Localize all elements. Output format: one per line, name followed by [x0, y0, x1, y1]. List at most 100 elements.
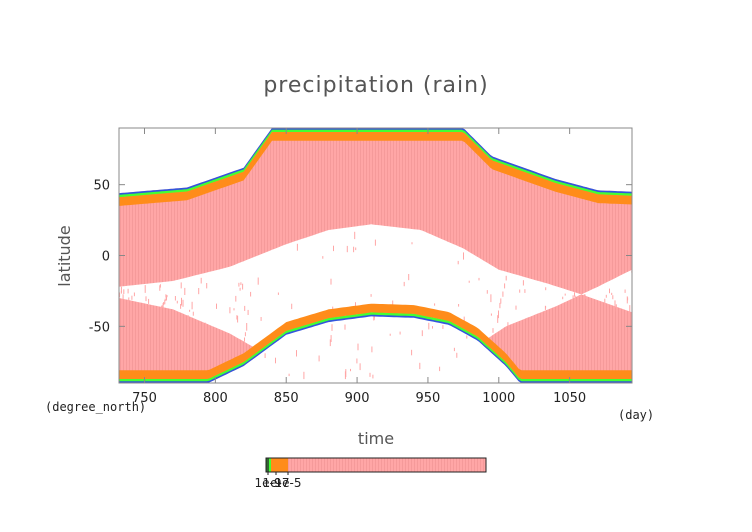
rain-speck — [609, 288, 610, 294]
rain-speck — [322, 256, 324, 259]
rain-speck — [159, 285, 161, 291]
south-edge-orange — [119, 303, 632, 379]
rain-speck — [490, 313, 492, 316]
rain-speck — [329, 339, 331, 347]
rain-speck — [236, 315, 238, 320]
colorbar-segment-orange — [271, 458, 288, 472]
chart-title: precipitation (rain) — [263, 73, 488, 98]
x-axis: 750 800 850 900 950 1000 1050 — [132, 128, 586, 406]
rain-speck — [544, 305, 546, 310]
rain-speck — [180, 304, 182, 309]
x-axis-label: time — [358, 429, 394, 448]
rain-speck — [458, 304, 460, 307]
rain-speck — [463, 252, 464, 260]
rain-speck — [204, 322, 206, 330]
rain-speck — [434, 303, 436, 306]
rain-speck — [331, 324, 333, 331]
rain-speck — [250, 291, 252, 297]
x-axis-unit: (day) — [618, 408, 654, 422]
rain-speck — [244, 337, 245, 342]
rain-speck — [133, 292, 135, 297]
rain-speck — [505, 275, 507, 281]
rain-speck — [161, 305, 163, 309]
y-tick-label: -50 — [89, 320, 110, 335]
rain-speck — [144, 285, 146, 293]
rain-speck — [161, 306, 162, 312]
rain-speck — [242, 283, 244, 290]
rain-speck — [355, 247, 357, 251]
rain-speck — [127, 288, 129, 294]
rain-speck — [624, 289, 626, 293]
rain-speck — [524, 289, 526, 293]
rain-speck — [244, 305, 246, 311]
rain-speck — [181, 297, 182, 306]
y-axis-unit: (degree_north) — [45, 400, 146, 414]
rain-speck — [356, 358, 358, 364]
rain-speck — [439, 366, 441, 372]
rain-speck — [499, 302, 501, 309]
rain-speck — [411, 349, 413, 356]
rain-speck — [162, 303, 164, 308]
rain-speck — [500, 298, 502, 304]
colorbar-segment-rain — [288, 458, 486, 472]
rain-speck — [200, 277, 202, 284]
rain-speck — [466, 335, 468, 339]
y-axis: -50 0 50 — [89, 179, 632, 335]
rain-speck — [233, 308, 235, 311]
rain-speck — [357, 343, 359, 351]
x-tick-label: 950 — [416, 391, 441, 406]
rain-speck — [562, 296, 564, 300]
x-tick-label: 1050 — [553, 391, 586, 406]
rain-speck — [504, 283, 506, 289]
rain-speck — [612, 295, 614, 300]
rain-speck — [369, 372, 371, 377]
rain-speck — [264, 353, 266, 358]
rain-speck — [572, 295, 574, 299]
rain-speck — [584, 294, 586, 299]
rain-speck — [350, 368, 351, 372]
rain-speck — [478, 277, 480, 281]
rain-speck — [131, 295, 133, 300]
rain-speck — [419, 362, 421, 370]
rain-speck — [492, 328, 494, 333]
rain-speck — [238, 282, 240, 287]
rain-speck — [359, 363, 361, 371]
rain-speck — [605, 294, 607, 298]
rain-speck — [507, 322, 509, 327]
rain-speck — [288, 373, 290, 377]
rain-speck — [187, 315, 189, 322]
rain-speck — [166, 295, 168, 298]
rain-speck — [344, 324, 346, 330]
colorbar: 1e-91e-71e-5 — [255, 457, 487, 490]
colorbar-segment-dark — [266, 458, 269, 472]
rain-speck — [330, 335, 332, 342]
rain-speck — [145, 296, 147, 302]
rain-speck — [574, 292, 575, 297]
rain-speck — [490, 294, 492, 303]
x-tick-label: 750 — [132, 391, 157, 406]
rain-speck — [303, 371, 305, 380]
rain-speck — [291, 303, 293, 310]
rain-speck — [408, 274, 410, 281]
rain-speck — [615, 304, 617, 312]
rain-speck — [240, 282, 242, 286]
rain-speck — [119, 292, 121, 298]
rain-speck — [148, 298, 150, 304]
rain-speck — [580, 294, 582, 299]
y-axis-label: latitude — [55, 225, 74, 286]
rain-speck — [330, 278, 332, 285]
rain-speck — [583, 294, 585, 302]
rain-speck — [191, 301, 193, 310]
rain-speck — [371, 346, 373, 353]
rain-speck — [182, 299, 184, 307]
north-edge-green — [119, 129, 632, 198]
rain-speck — [206, 283, 208, 289]
rain-speck — [428, 322, 430, 330]
rain-speck — [457, 260, 459, 265]
rain-speck — [296, 243, 298, 251]
rain-speck — [497, 315, 499, 323]
rain-speck — [392, 300, 394, 309]
rain-speck — [389, 333, 391, 336]
rain-speck — [614, 300, 616, 308]
